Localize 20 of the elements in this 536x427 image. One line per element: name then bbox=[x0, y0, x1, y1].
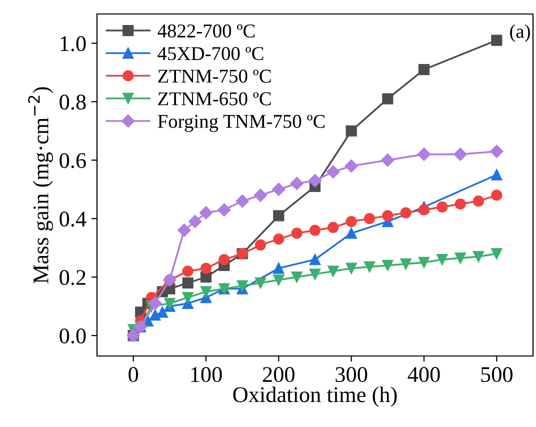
x-tick-label: 0 bbox=[128, 367, 138, 382]
x-tick-label: 400 bbox=[408, 367, 440, 382]
x-tick-label: 200 bbox=[262, 367, 294, 382]
x-tick-label: 500 bbox=[481, 367, 512, 382]
legend-label: ZTNM-750 ºC bbox=[158, 70, 271, 83]
y-tick-label: 1.0 bbox=[60, 36, 86, 52]
y-tick-label: 0.2 bbox=[60, 270, 86, 286]
legend-label: ZTNM-650 ºC bbox=[158, 92, 271, 106]
x-tick-label: 300 bbox=[336, 367, 368, 382]
legend-label: 4822-700 ºC bbox=[158, 24, 255, 38]
y-axis-title: Mass gain (mg·cm$^{−2}$) bbox=[28, 87, 53, 284]
y-tick-label: 0.6 bbox=[60, 153, 86, 168]
legend-label: 45XD-700 ºC bbox=[158, 47, 264, 60]
y-tick-label: 0.4 bbox=[60, 212, 86, 227]
legend-label: Forging TNM-750 ºC bbox=[158, 114, 325, 132]
annotation: (a) bbox=[510, 24, 530, 42]
y-tick-label: 0.0 bbox=[60, 328, 86, 344]
y-tick-label: 0.8 bbox=[60, 94, 86, 110]
x-axis-title: Oxidation time (h) bbox=[233, 386, 397, 407]
x-tick-label: 100 bbox=[191, 367, 222, 382]
